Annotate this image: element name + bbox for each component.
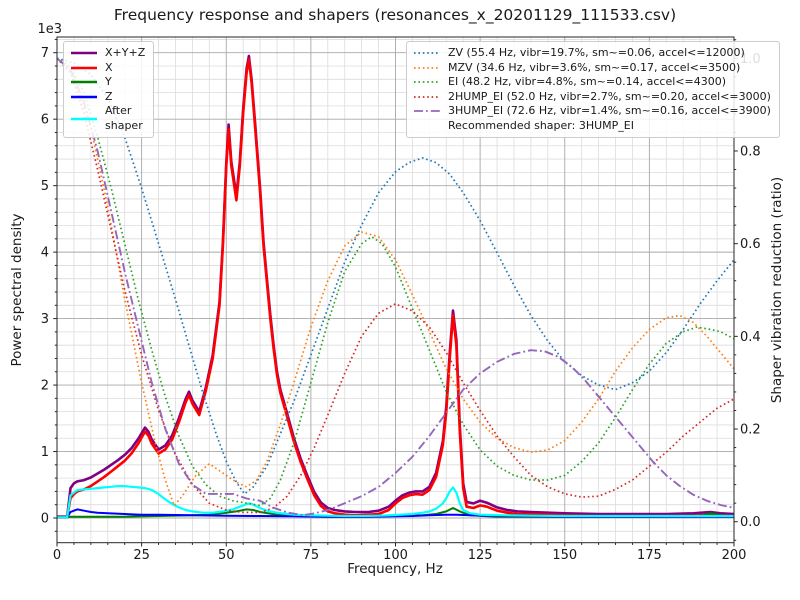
tick-label: 5 xyxy=(41,179,49,194)
legend-item: EI (48.2 Hz, vibr=4.8%, sm~=0.14, accel<… xyxy=(413,75,771,90)
legend-marker-y xyxy=(71,80,97,84)
tick-label: 3 xyxy=(41,312,49,327)
legend-item-label: X xyxy=(105,60,113,74)
series-zv xyxy=(56,57,735,495)
curves xyxy=(56,54,735,519)
tick-label: 0 xyxy=(53,548,61,563)
legend-item: X+Y+Z xyxy=(70,46,145,61)
legend-item-label: 2HUMP_EI (52.0 Hz, vibr=2.7%, sm~=0.20, … xyxy=(448,89,771,103)
series-ei xyxy=(56,57,735,507)
series-hump3 xyxy=(56,57,735,517)
tick-label: 25 xyxy=(133,548,150,563)
tick-label: 200 xyxy=(722,548,747,563)
legend-item: 2HUMP_EI (52.0 Hz, vibr=2.7%, sm~=0.20, … xyxy=(413,90,771,105)
tick-label: 7 xyxy=(41,46,49,61)
tick-label: 0.6 xyxy=(740,237,761,252)
legend-item: Recommended shaper: 3HUMP_EI xyxy=(413,119,771,134)
legend-item-label: Recommended shaper: 3HUMP_EI xyxy=(448,118,634,132)
legend-item-label: 3HUMP_EI (72.6 Hz, vibr=1.4%, sm~=0.16, … xyxy=(448,104,771,117)
legend-item: MZV (34.6 Hz, vibr=3.6%, sm~=0.17, accel… xyxy=(413,61,771,76)
legend-item: X xyxy=(70,61,145,76)
legend-item-label: ZV (55.4 Hz, vibr=19.7%, sm~=0.06, accel… xyxy=(448,46,745,59)
legend-marker-z xyxy=(71,95,97,99)
legend-item: Z xyxy=(70,90,145,105)
y-axis-left-label: Power spectral density xyxy=(9,213,25,367)
legend-marker-xyz xyxy=(71,51,97,55)
tick-label: 150 xyxy=(552,548,577,563)
tick-label: 100 xyxy=(383,548,408,563)
series-mzv xyxy=(56,57,735,507)
series-x xyxy=(57,58,735,519)
tick-label: 4 xyxy=(41,246,49,261)
tick-label: 2 xyxy=(41,379,49,394)
x-axis-label: Frequency, Hz xyxy=(347,561,443,577)
series-after_shaper xyxy=(57,485,734,519)
tick-label: 175 xyxy=(637,548,662,563)
y-axis-right-label: Shaper vibration reduction (ratio) xyxy=(769,176,785,404)
legend-marker-hump2 xyxy=(414,95,440,98)
tick-label: 1 xyxy=(41,445,49,460)
legend-item-label: X+Y+Z xyxy=(105,46,146,59)
legend-marker-x xyxy=(71,66,97,70)
tick-label: 0.0 xyxy=(740,515,761,530)
legend-shapers: ZV (55.4 Hz, vibr=19.7%, sm~=0.06, accel… xyxy=(406,41,780,138)
tick-label: 6 xyxy=(41,113,49,128)
legend-item-label: After shaper xyxy=(105,104,143,132)
tick-label: 0.2 xyxy=(740,423,761,438)
tick-label: 0.4 xyxy=(740,330,761,345)
legend-item-label: MZV (34.6 Hz, vibr=3.6%, sm~=0.17, accel… xyxy=(448,60,741,74)
legend-marker-mzv xyxy=(414,66,440,69)
legend-marker-none xyxy=(413,120,441,132)
tick-label: 125 xyxy=(468,548,493,563)
tick-label: 0 xyxy=(41,512,49,527)
legend-marker-after_shaper xyxy=(71,117,97,120)
y-axis-offset-label: 1e3 xyxy=(37,22,62,37)
legend-marker-ei xyxy=(414,81,440,84)
chart-title: Frequency response and shapers (resonanc… xyxy=(113,6,677,24)
tick-label: 50 xyxy=(218,548,235,563)
tick-label: 0.8 xyxy=(740,144,761,159)
legend-marker-hump3 xyxy=(414,110,440,113)
legend-marker-zv xyxy=(414,52,440,55)
legend-item: 3HUMP_EI (72.6 Hz, vibr=1.4%, sm~=0.16, … xyxy=(413,104,771,119)
legend-item: Y xyxy=(70,75,145,90)
tick-label: 75 xyxy=(303,548,320,563)
legend-measured-curves: X+Y+Z X Y Z After shaper xyxy=(63,41,155,138)
legend-item-label: EI (48.2 Hz, vibr=4.8%, sm~=0.14, accel<… xyxy=(448,75,726,88)
axis-ticks xyxy=(53,38,738,547)
series-hump2 xyxy=(56,57,735,514)
legend-item-label: Z xyxy=(105,89,113,103)
legend-item: After shaper xyxy=(70,104,145,133)
tick-labels: 0 25 50 75 100 125 150 175 200 0 1 2 3 4 5 6 7 0.0 0.2 0.4 0… xyxy=(41,46,761,563)
legend-item-label: Y xyxy=(105,75,112,88)
legend-item: ZV (55.4 Hz, vibr=19.7%, sm~=0.06, accel… xyxy=(413,46,771,61)
